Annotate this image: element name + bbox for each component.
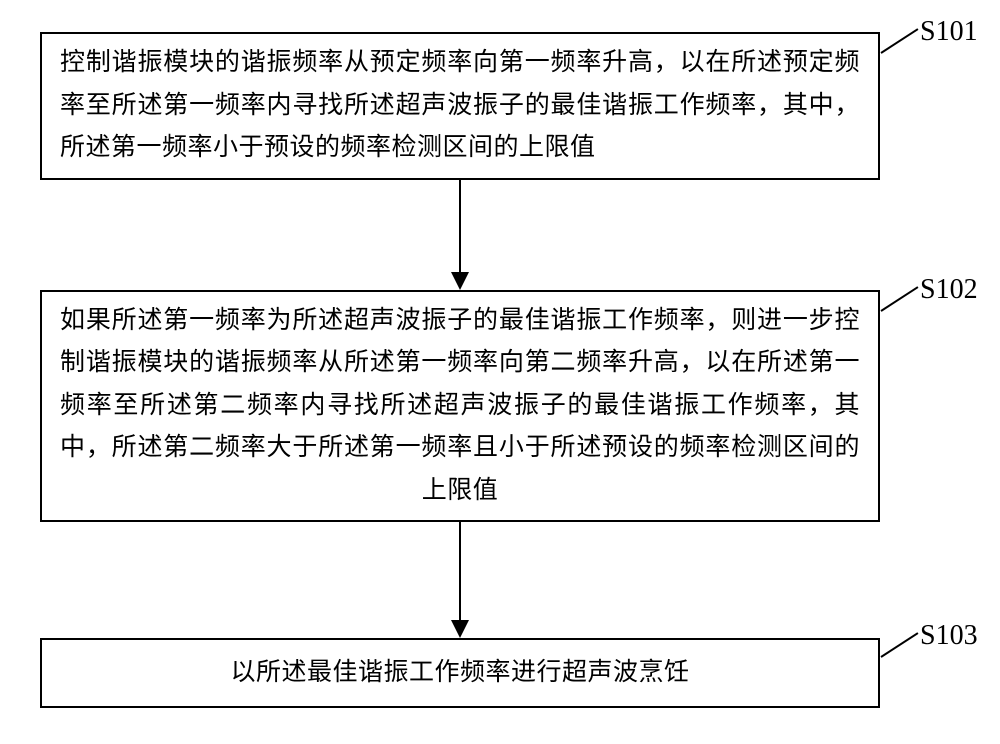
step-text: 控制谐振模块的谐振频率从预定频率向第一频率升高，以在所述预定频率至所述第一频率内… (60, 42, 860, 170)
step-label-s101: S101 (920, 16, 978, 48)
flowchart-canvas: 控制谐振模块的谐振频率从预定频率向第一频率升高，以在所述预定频率至所述第一频率内… (0, 0, 1000, 744)
arrow-line (459, 180, 461, 274)
arrow-head-icon (451, 620, 469, 638)
step-box-s102: 如果所述第一频率为所述超声波振子的最佳谐振工作频率，则进一步控制谐振模块的谐振频… (40, 290, 880, 522)
step-label-s102: S102 (920, 274, 978, 306)
step-text: 如果所述第一频率为所述超声波振子的最佳谐振工作频率，则进一步控制谐振模块的谐振频… (60, 300, 860, 513)
leader-line (880, 632, 918, 658)
arrow-line (459, 522, 461, 622)
step-label-s103: S103 (920, 620, 978, 652)
step-text: 以所述最佳谐振工作频率进行超声波烹饪 (230, 652, 689, 695)
leader-line (880, 28, 918, 54)
step-box-s103: 以所述最佳谐振工作频率进行超声波烹饪 (40, 638, 880, 708)
arrow-head-icon (451, 272, 469, 290)
step-box-s101: 控制谐振模块的谐振频率从预定频率向第一频率升高，以在所述预定频率至所述第一频率内… (40, 32, 880, 180)
leader-line (880, 286, 918, 312)
